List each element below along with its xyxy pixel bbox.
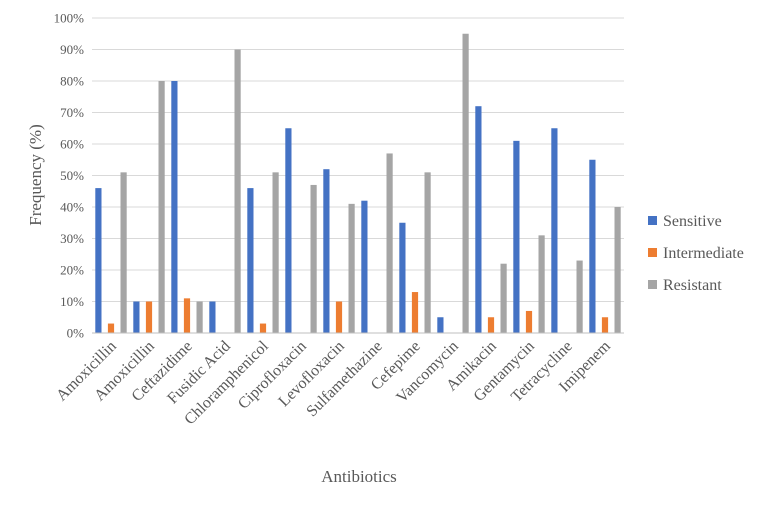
bar-intermediate-1 (145, 301, 153, 333)
x-axis-title: Antibiotics (321, 467, 397, 486)
bar-intermediate-2 (183, 298, 191, 333)
bar-sensitive-11 (513, 140, 520, 333)
y-tick-label-20: 20% (60, 263, 84, 278)
bar-sensitive-10 (475, 106, 482, 333)
legend-swatch-resistant (648, 280, 657, 289)
bar-sensitive-8 (399, 222, 406, 333)
y-tick-label-100: 100% (54, 11, 85, 26)
bar-intermediate-4 (259, 323, 267, 333)
bar-sensitive-3 (209, 301, 216, 333)
gridlines (92, 17, 624, 302)
legend-label-resistant: Resistant (663, 277, 722, 294)
bar-resistant-13 (614, 207, 621, 333)
bar-sensitive-4 (247, 188, 254, 333)
legend-swatch-sensitive (648, 216, 657, 225)
bar-resistant-4 (272, 172, 279, 333)
bar-resistant-6 (348, 203, 355, 333)
y-tick-label-10: 10% (60, 294, 84, 309)
bar-sensitive-5 (285, 128, 292, 333)
bars (95, 33, 621, 333)
bar-resistant-0 (120, 172, 127, 333)
bar-sensitive-0 (95, 188, 102, 333)
legend: Sensitive Intermediate Resistant (648, 213, 744, 294)
axes: 0%10%20%30%40%50%60%70%80%90%100%Amoxici… (53, 11, 624, 428)
bar-sensitive-12 (551, 128, 558, 333)
y-tick-label-80: 80% (60, 74, 84, 89)
bar-sensitive-1 (133, 301, 140, 333)
y-axis-title: Frequency (%) (26, 124, 45, 226)
bar-resistant-9 (462, 33, 469, 333)
bar-intermediate-13 (601, 317, 609, 333)
bar-resistant-11 (538, 235, 545, 333)
legend-label-intermediate: Intermediate (663, 245, 744, 262)
y-tick-label-0: 0% (67, 326, 85, 341)
bar-resistant-1 (158, 81, 165, 333)
y-tick-label-50: 50% (60, 168, 84, 183)
bar-resistant-12 (576, 260, 583, 333)
bar-sensitive-13 (589, 159, 596, 333)
y-tick-label-30: 30% (60, 231, 84, 246)
bar-intermediate-6 (335, 301, 343, 333)
bar-intermediate-0 (107, 323, 115, 333)
bar-sensitive-7 (361, 200, 368, 333)
bar-intermediate-11 (525, 310, 533, 333)
bar-sensitive-9 (437, 317, 444, 333)
bar-resistant-5 (310, 184, 317, 333)
bar-resistant-3 (234, 49, 241, 333)
bar-resistant-7 (386, 153, 393, 333)
bar-resistant-10 (500, 263, 507, 333)
legend-label-sensitive: Sensitive (663, 213, 722, 230)
y-tick-label-70: 70% (60, 105, 84, 120)
bar-resistant-2 (196, 301, 203, 333)
bar-sensitive-2 (171, 81, 178, 333)
y-tick-label-40: 40% (60, 200, 84, 215)
y-tick-label-60: 60% (60, 137, 84, 152)
bar-sensitive-6 (323, 169, 330, 333)
y-tick-label-90: 90% (60, 42, 84, 57)
bar-intermediate-8 (411, 292, 419, 333)
bar-intermediate-10 (487, 317, 495, 333)
bar-resistant-8 (424, 172, 431, 333)
legend-swatch-intermediate (648, 248, 657, 257)
